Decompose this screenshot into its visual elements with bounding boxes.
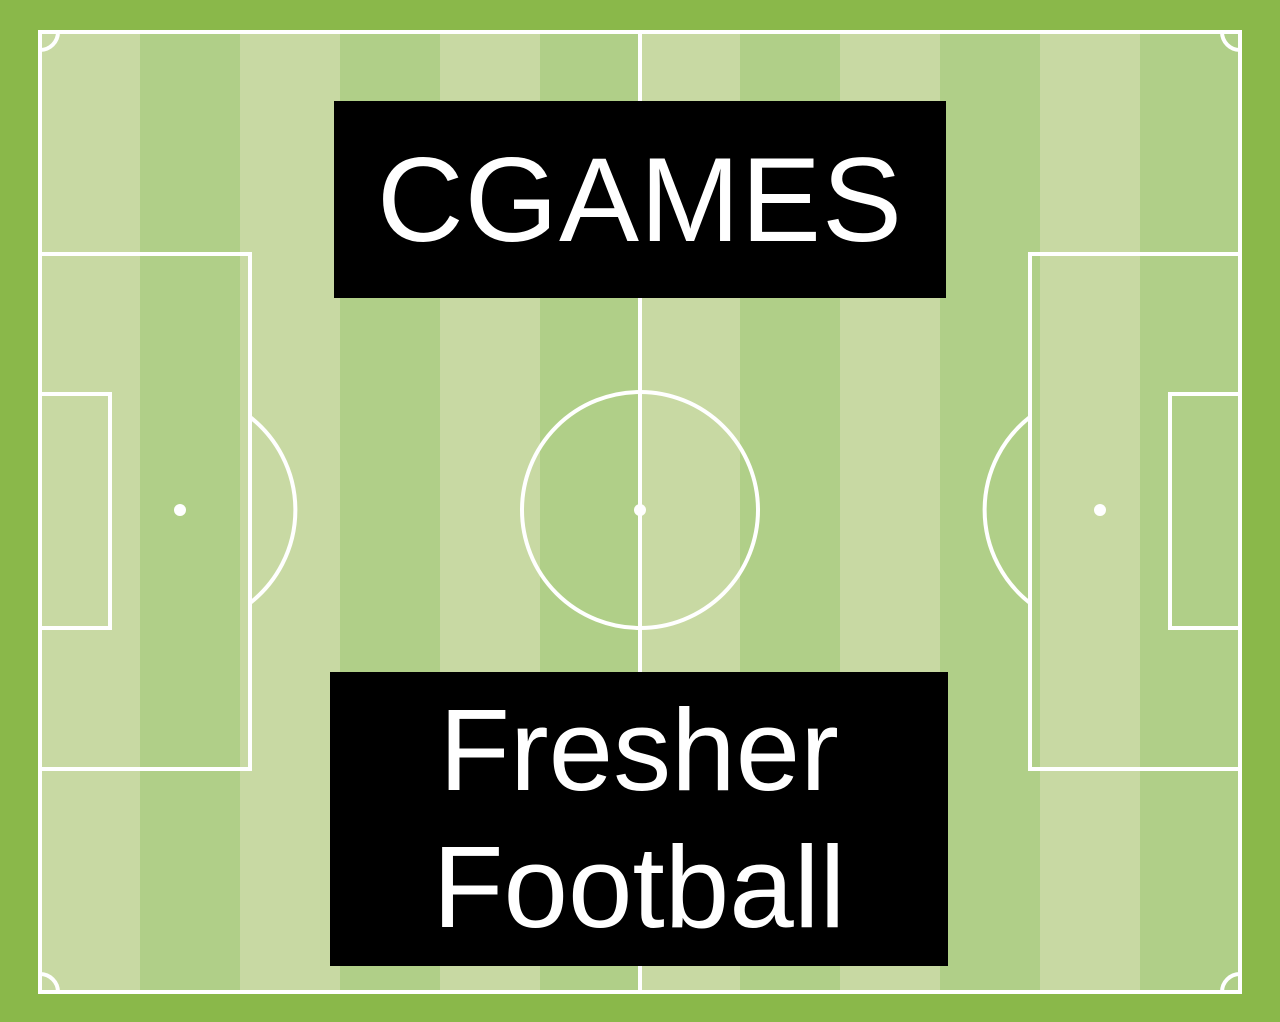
subtitle-line-1: Fresher	[439, 685, 839, 816]
right-penalty-arc	[982, 415, 1032, 605]
pitch-stripe	[1040, 32, 1141, 992]
left-penalty-spot	[174, 504, 186, 516]
pitch-stripe	[40, 32, 141, 992]
pitch-stripe	[940, 32, 1041, 992]
left-goal-area	[38, 392, 112, 630]
corner-arc-top-right	[1220, 31, 1241, 52]
pitch-stripe	[1140, 32, 1241, 992]
pitch-stripe	[140, 32, 241, 992]
corner-arc-bottom-left	[39, 972, 60, 993]
game-title-text: CGAMES	[376, 132, 904, 267]
pitch-stripe	[240, 32, 341, 992]
right-penalty-spot	[1094, 504, 1106, 516]
subtitle-banner: Fresher Football	[330, 672, 948, 966]
right-goal-area	[1168, 392, 1242, 630]
subtitle-line-2: Football	[432, 822, 846, 952]
corner-arc-top-left	[39, 31, 60, 52]
center-circle	[520, 390, 760, 630]
game-title-banner: CGAMES	[334, 101, 946, 298]
center-spot	[634, 504, 646, 516]
corner-arc-bottom-right	[1220, 972, 1241, 993]
left-penalty-arc	[248, 415, 298, 605]
